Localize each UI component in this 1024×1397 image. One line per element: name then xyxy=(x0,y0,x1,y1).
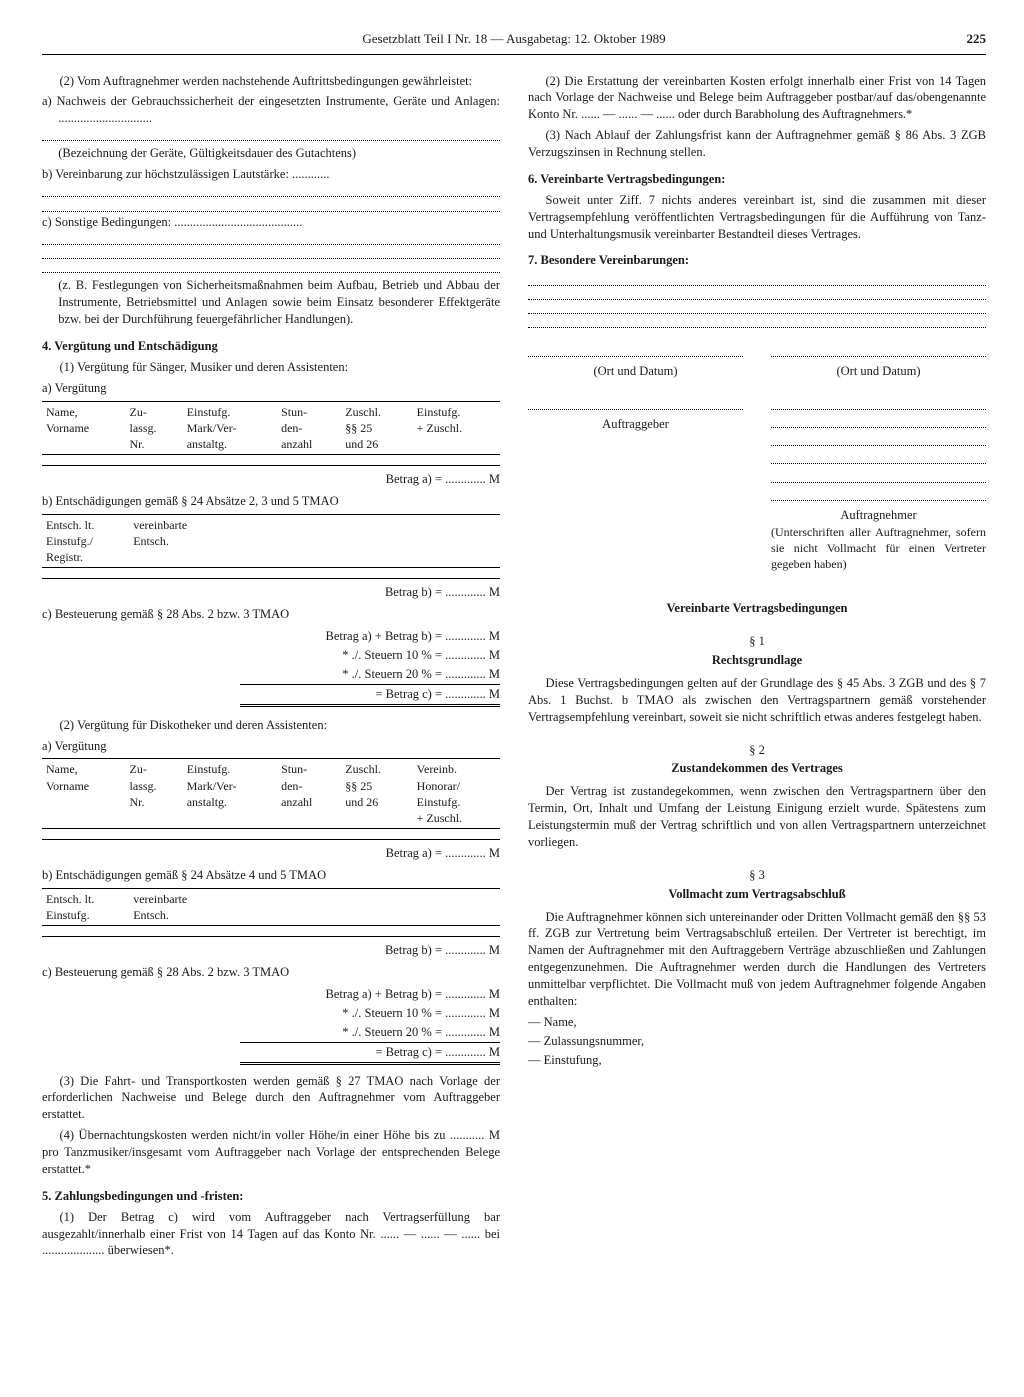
th: Einstufg. Mark/Ver- anstaltg. xyxy=(183,401,277,455)
left-column: (2) Vom Auftragnehmer werden nachstehend… xyxy=(42,69,500,1264)
th: Zuschl. §§ 25 und 26 xyxy=(341,401,412,455)
th: Zu- lassg. Nr. xyxy=(126,759,183,829)
fill-line xyxy=(42,185,500,197)
betrag-b2: Betrag b) = ............. M xyxy=(42,941,500,960)
fill-line xyxy=(42,199,500,211)
running-header: Gesetzblatt Teil I Nr. 18 — Ausgabetag: … xyxy=(42,30,986,55)
para-5-3: (3) Nach Ablauf der Zahlungsfrist kann d… xyxy=(528,127,986,161)
th: Vereinb. Honorar/ Einstufg. + Zuschl. xyxy=(413,759,500,829)
th: Entsch. lt. Einstufg. xyxy=(42,888,129,925)
section-number: § 2 xyxy=(528,742,986,759)
item-c-note: (z. B. Festlegungen von Sicherheitsmaßna… xyxy=(42,277,500,328)
th: Einstufg. + Zuschl. xyxy=(413,401,500,455)
section-title: Zustandekommen des Vertrages xyxy=(528,760,986,777)
signature-right: (Ort und Datum) Auftragnehmer (Unterschr… xyxy=(771,338,986,572)
th: Name, Vorname xyxy=(42,401,126,455)
betrag-b: Betrag b) = ............. M xyxy=(42,583,500,602)
th: Stun- den- anzahl xyxy=(277,759,341,829)
item-b-entsch2: b) Entschädigungen gemäß § 24 Absätze 4 … xyxy=(42,867,500,884)
sig-caption: (Ort und Datum) xyxy=(771,363,986,380)
betrag-a2: Betrag a) = ............. M xyxy=(42,844,500,863)
item-b: b) Vereinbarung zur höchstzulässigen Lau… xyxy=(42,166,500,183)
section-number: § 1 xyxy=(528,633,986,650)
section-body: Die Auftragnehmer können sich untereinan… xyxy=(528,909,986,1010)
para-4-3: (3) Die Fahrt- und Transportkosten werde… xyxy=(42,1073,500,1124)
para-5-1: (1) Der Betrag c) wird vom Auftraggeber … xyxy=(42,1209,500,1260)
fill-line xyxy=(42,129,500,141)
running-title: Gesetzblatt Teil I Nr. 18 — Ausgabetag: … xyxy=(362,31,665,46)
para-4-4: (4) Übernachtungskosten werden nicht/in … xyxy=(42,1127,500,1178)
fill-line xyxy=(42,247,500,259)
calc-line: Betrag a) + Betrag b) = ............. M xyxy=(326,628,500,645)
table-verguetung-1: Name, Vorname Zu- lassg. Nr. Einstufg. M… xyxy=(42,401,500,467)
section-title: Vollmacht zum Vertragsabschluß xyxy=(528,886,986,903)
section-body: Der Vertrag ist zustandegekommen, wenn z… xyxy=(528,783,986,851)
column-container: (2) Vom Auftragnehmer werden nachstehend… xyxy=(42,69,986,1264)
calc-line: Betrag a) + Betrag b) = ............. M xyxy=(326,986,500,1003)
th: Zu- lassg. Nr. xyxy=(126,401,183,455)
th: Zuschl. §§ 25 und 26 xyxy=(341,759,412,829)
th: Einstufg. Mark/Ver- anstaltg. xyxy=(183,759,277,829)
list-item: — Einstufung, xyxy=(528,1052,986,1069)
para-6: Soweit unter Ziff. 7 nichts anderes vere… xyxy=(528,192,986,243)
item-a: a) Nachweis der Gebrauchssicherheit der … xyxy=(42,93,500,127)
item-c: c) Sonstige Bedingungen: ...............… xyxy=(42,214,500,231)
betrag-a: Betrag a) = ............. M xyxy=(42,470,500,489)
calc-line: * ./. Steuern 20 % = ............. M xyxy=(342,666,500,683)
fill-line xyxy=(528,302,986,314)
item-a-sub: (Bezeichnung der Geräte, Gültigkeitsdaue… xyxy=(42,145,500,162)
th: Entsch. lt. Einstufg./ Registr. xyxy=(42,514,129,568)
sig-note: (Unterschriften aller Auftragnehmer, sof… xyxy=(771,524,986,573)
item-a-verg2: a) Vergütung xyxy=(42,738,500,755)
para-2-lead: (2) Vom Auftragnehmer werden nachstehend… xyxy=(42,73,500,90)
list-item: — Zulassungsnummer, xyxy=(528,1033,986,1050)
section-number: § 3 xyxy=(528,867,986,884)
item-a-verg: a) Vergütung xyxy=(42,380,500,397)
fill-line xyxy=(528,288,986,300)
fill-line xyxy=(42,261,500,273)
right-column: (2) Die Erstattung der vereinbarten Kost… xyxy=(528,69,986,1264)
heading-7: 7. Besondere Vereinbarungen: xyxy=(528,252,986,269)
calc-line: * ./. Steuern 10 % = ............. M xyxy=(342,1005,500,1022)
item-c-best: c) Besteuerung gemäß § 28 Abs. 2 bzw. 3 … xyxy=(42,606,500,623)
th: Name, Vorname xyxy=(42,759,126,829)
table-verguetung-2: Name, Vorname Zu- lassg. Nr. Einstufg. M… xyxy=(42,758,500,840)
signature-left: (Ort und Datum) Auftraggeber xyxy=(528,338,743,572)
calc-line: = Betrag c) = ............. M xyxy=(376,686,501,703)
table-entsch-2: Entsch. lt. Einstufg. vereinbarte Entsch… xyxy=(42,888,500,937)
list-item: — Name, xyxy=(528,1014,986,1031)
th: vereinbarte Entsch. xyxy=(129,888,225,925)
section-body: Diese Vertragsbedingungen gelten auf der… xyxy=(528,675,986,726)
th: Stun- den- anzahl xyxy=(277,401,341,455)
signature-block: (Ort und Datum) Auftraggeber (Ort und Da… xyxy=(528,338,986,572)
heading-4: 4. Vergütung und Entschädigung xyxy=(42,338,500,355)
para-4-1: (1) Vergütung für Sänger, Musiker und de… xyxy=(42,359,500,376)
section-header-vb: Vereinbarte Vertragsbedingungen xyxy=(528,600,986,617)
sig-caption: Auftragnehmer xyxy=(771,507,986,524)
table-entsch-1: Entsch. lt. Einstufg./ Registr. vereinba… xyxy=(42,514,500,580)
page-number: 225 xyxy=(967,30,987,48)
calc-line: * ./. Steuern 10 % = ............. M xyxy=(342,647,500,664)
section-title: Rechtsgrundlage xyxy=(528,652,986,669)
calc-block-2: Betrag a) + Betrag b) = ............. M … xyxy=(42,985,500,1065)
sig-caption: Auftraggeber xyxy=(528,416,743,433)
calc-block-1: Betrag a) + Betrag b) = ............. M … xyxy=(42,627,500,707)
para-4-2: (2) Vergütung für Diskotheker und deren … xyxy=(42,717,500,734)
fill-line xyxy=(528,273,986,285)
fill-line xyxy=(42,233,500,245)
th: vereinbarte Entsch. xyxy=(129,514,225,568)
sig-caption: (Ort und Datum) xyxy=(528,363,743,380)
item-b-entsch: b) Entschädigungen gemäß § 24 Absätze 2,… xyxy=(42,493,500,510)
para-5-2: (2) Die Erstattung der vereinbarten Kost… xyxy=(528,73,986,124)
fill-line xyxy=(528,316,986,328)
item-c-best2: c) Besteuerung gemäß § 28 Abs. 2 bzw. 3 … xyxy=(42,964,500,981)
calc-line: = Betrag c) = ............. M xyxy=(376,1044,501,1061)
heading-5: 5. Zahlungsbedingungen und -fristen: xyxy=(42,1188,500,1205)
calc-line: * ./. Steuern 20 % = ............. M xyxy=(342,1024,500,1041)
heading-6: 6. Vereinbarte Vertragsbedingungen: xyxy=(528,171,986,188)
document-page: Gesetzblatt Teil I Nr. 18 — Ausgabetag: … xyxy=(0,0,1024,1397)
